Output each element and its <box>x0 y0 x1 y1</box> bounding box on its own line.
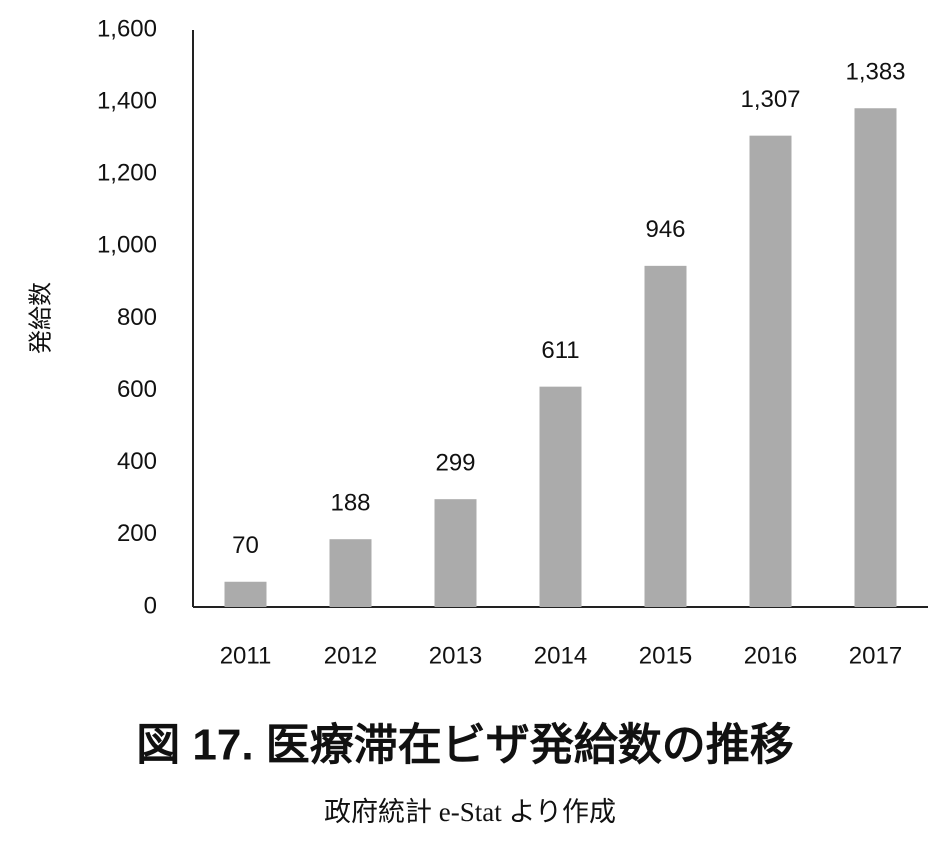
y-tick-label: 1,200 <box>97 160 157 187</box>
bar <box>329 539 372 607</box>
chart-subtitle: 政府統計 e-Stat より作成 <box>324 797 616 827</box>
x-tick-label: 2016 <box>744 642 797 669</box>
x-tick-label: 2015 <box>639 642 692 669</box>
value-label: 1,307 <box>740 86 800 113</box>
y-tick-label: 600 <box>117 376 157 403</box>
x-tick-label: 2017 <box>849 642 902 669</box>
y-tick-label: 0 <box>144 592 157 619</box>
bar <box>854 108 897 608</box>
x-tick-label: 2014 <box>534 642 587 669</box>
value-label: 611 <box>541 337 579 364</box>
x-tick-label: 2012 <box>324 642 377 669</box>
value-label: 299 <box>435 450 475 477</box>
y-tick-label: 200 <box>117 520 157 547</box>
y-tick-label: 400 <box>117 448 157 475</box>
bar <box>224 581 267 607</box>
value-label: 946 <box>645 216 685 243</box>
y-axis-label: 発給数 <box>27 282 54 354</box>
chart-title: 図 17. 医療滞在ビザ発給数の推移 <box>136 721 794 770</box>
y-tick-label: 800 <box>117 304 157 331</box>
y-tick-label: 1,000 <box>97 232 157 259</box>
bar <box>434 499 477 607</box>
value-label: 1,383 <box>845 59 905 86</box>
bar <box>539 386 582 607</box>
x-tick-label: 2013 <box>429 642 482 669</box>
y-tick-label: 1,600 <box>97 15 157 42</box>
x-tick-label: 2011 <box>220 642 272 669</box>
bar <box>749 135 792 607</box>
value-label: 70 <box>232 532 259 559</box>
value-label: 188 <box>330 490 370 517</box>
bar <box>644 265 687 607</box>
y-tick-label: 1,400 <box>97 87 157 114</box>
